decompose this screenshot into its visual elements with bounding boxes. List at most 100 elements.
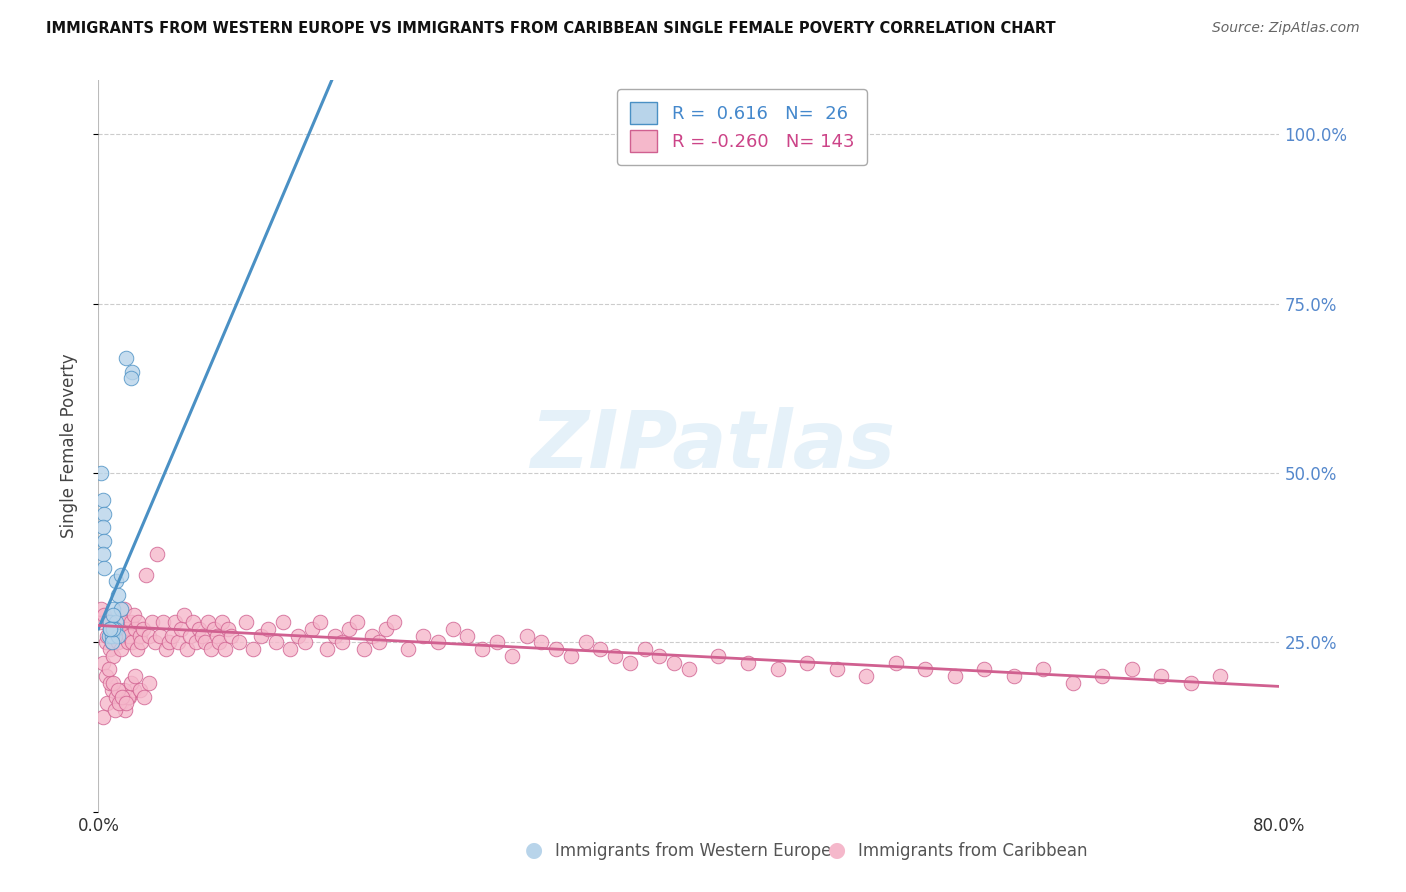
Point	[202, 622, 225, 636]
Point	[105, 574, 128, 589]
Point	[575, 635, 598, 649]
Point	[114, 703, 136, 717]
Point	[678, 663, 700, 677]
Point	[173, 608, 195, 623]
Point	[605, 648, 627, 663]
Point	[90, 466, 112, 480]
Point	[1062, 676, 1084, 690]
Point	[105, 690, 128, 704]
Point	[98, 676, 121, 690]
Point	[91, 710, 114, 724]
Point	[214, 642, 236, 657]
Point	[855, 669, 877, 683]
Point	[125, 642, 148, 657]
Point	[91, 656, 114, 670]
Point	[132, 622, 155, 636]
Point	[108, 615, 131, 629]
Point	[98, 642, 121, 657]
Point	[165, 615, 187, 629]
Point	[110, 642, 132, 657]
Point	[825, 663, 848, 677]
Point	[138, 629, 160, 643]
Point	[96, 697, 118, 711]
Point	[1091, 669, 1114, 683]
Point	[664, 656, 686, 670]
Point	[382, 615, 405, 629]
Point	[118, 690, 141, 704]
Legend: R =  0.616   N=  26, R = -0.260   N= 143: R = 0.616 N= 26, R = -0.260 N= 143	[617, 89, 866, 165]
Point	[560, 648, 582, 663]
Point	[105, 629, 128, 643]
Point	[339, 622, 361, 636]
Point	[346, 615, 368, 629]
Point	[100, 635, 122, 649]
Point	[114, 615, 136, 629]
Point	[155, 642, 177, 657]
Point	[619, 656, 641, 670]
Point	[104, 622, 127, 636]
Point	[103, 601, 125, 615]
Point	[943, 669, 966, 683]
Point	[766, 663, 789, 677]
Point	[98, 622, 121, 636]
Point	[167, 635, 190, 649]
Point	[104, 622, 127, 636]
Point	[1180, 676, 1202, 690]
Text: Source: ZipAtlas.com: Source: ZipAtlas.com	[1212, 21, 1360, 35]
Point	[271, 615, 294, 629]
Point	[91, 493, 114, 508]
Point	[228, 635, 250, 649]
Point	[100, 635, 122, 649]
Point	[737, 656, 759, 670]
Point	[91, 547, 114, 561]
Text: Immigrants from Western Europe: Immigrants from Western Europe	[555, 842, 832, 860]
Point	[280, 642, 302, 657]
Point	[530, 635, 553, 649]
Point	[157, 635, 180, 649]
Point	[914, 663, 936, 677]
Point	[634, 642, 657, 657]
Point	[117, 690, 139, 704]
Point	[323, 629, 346, 643]
Point	[100, 682, 122, 697]
Point	[501, 648, 523, 663]
Point	[707, 648, 730, 663]
Point	[316, 642, 339, 657]
Point	[121, 635, 143, 649]
Point	[141, 615, 163, 629]
Text: ●: ●	[828, 840, 845, 860]
Point	[135, 567, 157, 582]
Point	[110, 697, 132, 711]
Point	[516, 629, 538, 643]
Point	[91, 520, 114, 534]
Text: IMMIGRANTS FROM WESTERN EUROPE VS IMMIGRANTS FROM CARIBBEAN SINGLE FEMALE POVERT: IMMIGRANTS FROM WESTERN EUROPE VS IMMIGR…	[46, 21, 1056, 36]
Point	[115, 351, 138, 365]
Point	[330, 635, 353, 649]
Point	[122, 682, 145, 697]
Point	[486, 635, 509, 649]
Point	[200, 642, 222, 657]
Point	[162, 629, 183, 643]
Point	[197, 615, 219, 629]
Point	[1209, 669, 1232, 683]
Point	[93, 533, 115, 548]
Point	[796, 656, 818, 670]
Point	[176, 642, 198, 657]
Point	[115, 697, 138, 711]
Point	[124, 622, 146, 636]
Point	[138, 676, 160, 690]
Point	[170, 622, 193, 636]
Point	[128, 629, 150, 643]
Point	[110, 567, 132, 582]
Point	[90, 601, 112, 615]
Point	[648, 648, 671, 663]
Point	[111, 629, 134, 643]
Point	[103, 648, 125, 663]
Point	[294, 635, 316, 649]
Point	[120, 371, 142, 385]
Point	[457, 629, 479, 643]
Point	[107, 588, 129, 602]
Point	[1002, 669, 1025, 683]
Point	[398, 642, 420, 657]
Point	[110, 601, 132, 615]
